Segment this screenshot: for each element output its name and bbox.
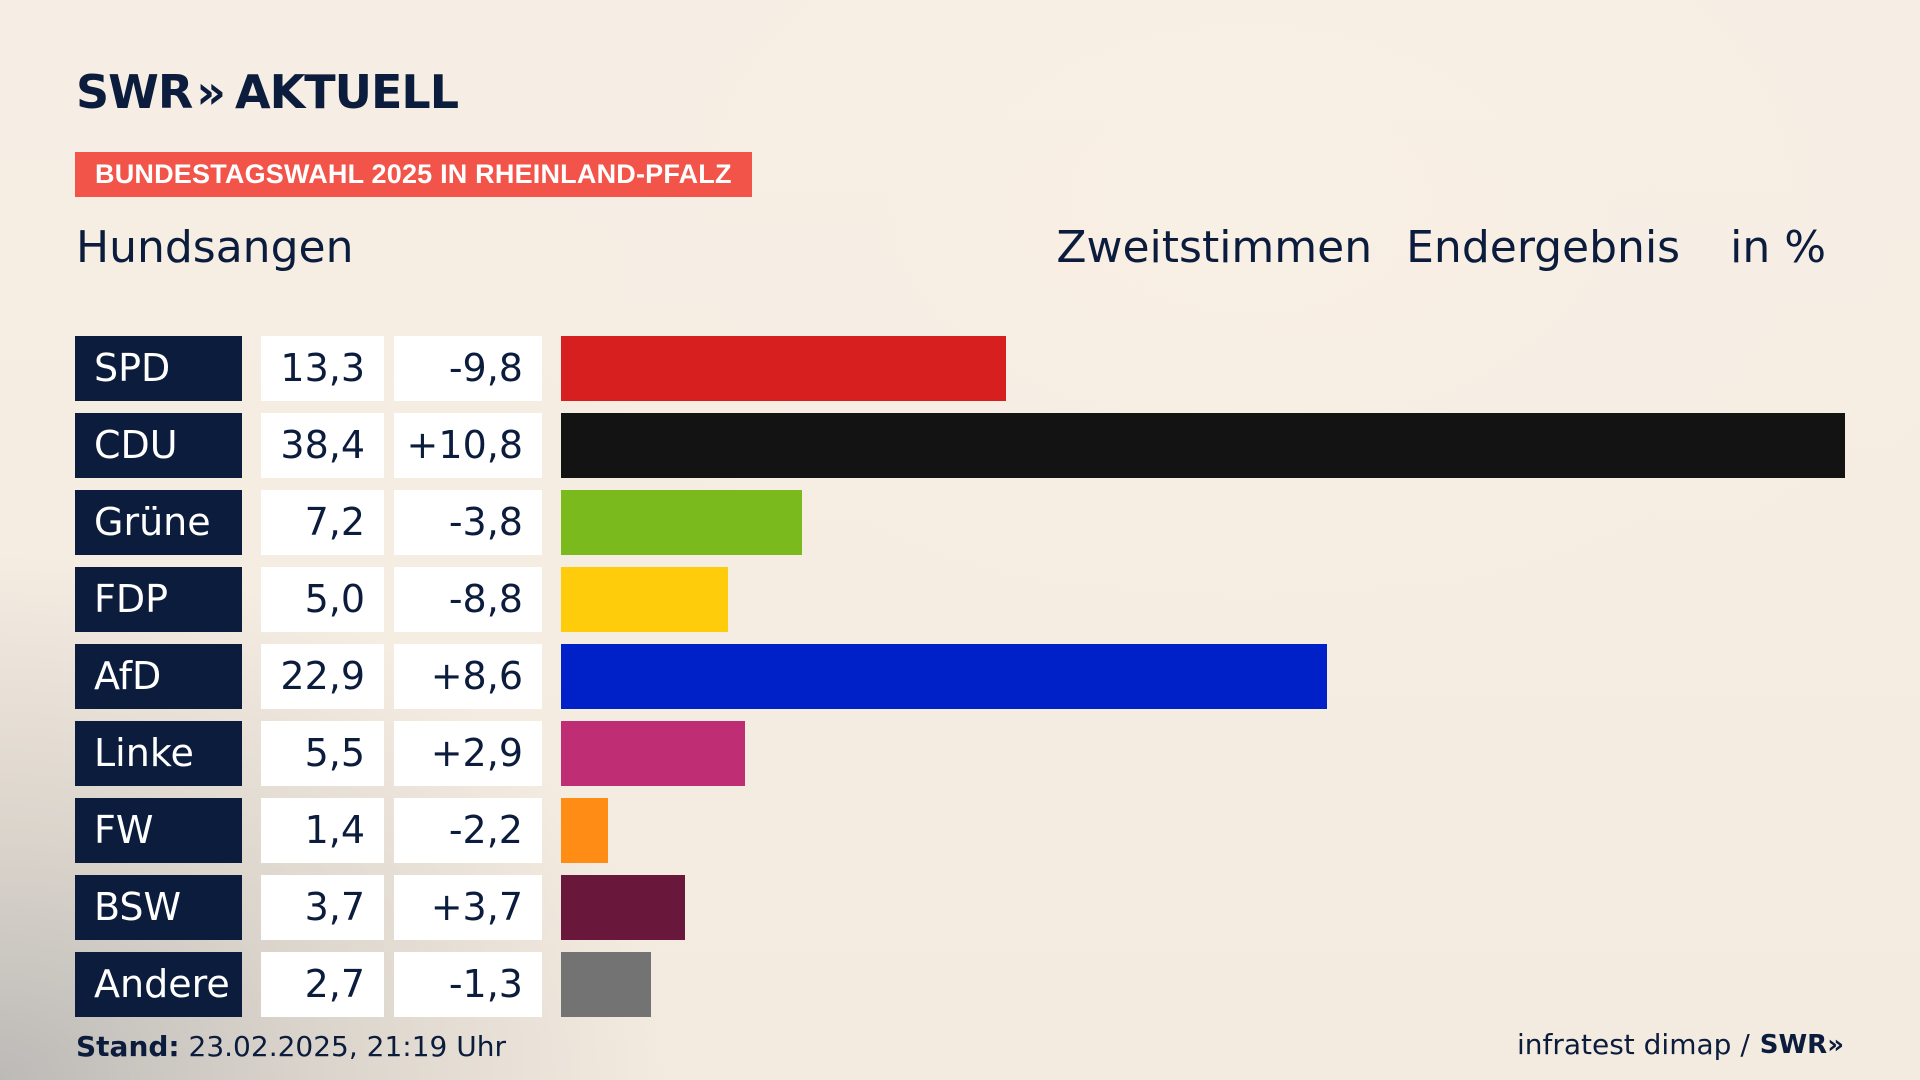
result-bar — [561, 952, 651, 1017]
logo-aktuell: AKTUELL — [235, 65, 459, 119]
party-label: FW — [75, 798, 242, 863]
result-bar — [561, 567, 728, 632]
source-credit: infratest dimap / SWR» — [1517, 1028, 1844, 1061]
vote-share-label: 13,3 — [261, 336, 384, 401]
stand-label: Stand: — [76, 1030, 180, 1063]
result-row: Andere 2,7 -1,3 — [75, 952, 1845, 1017]
swr-aktuell-logo: SWR » AKTUELL — [76, 65, 459, 119]
change-label: +10,8 — [394, 413, 542, 478]
party-label: CDU — [75, 413, 242, 478]
change-label: -2,2 — [394, 798, 542, 863]
vote-share-label: 3,7 — [261, 875, 384, 940]
source-text: infratest dimap / — [1516, 1028, 1750, 1061]
party-label: Andere — [75, 952, 242, 1017]
party-label: SPD — [75, 336, 242, 401]
result-row: Linke 5,5 +2,9 — [75, 721, 1845, 786]
logo-swr: SWR — [76, 65, 193, 119]
party-label: Grüne — [75, 490, 242, 555]
result-bar — [561, 798, 608, 863]
vote-share-label: 22,9 — [261, 644, 384, 709]
timestamp: Stand: 23.02.2025, 21:19 Uhr — [76, 1030, 506, 1063]
stand-value: 23.02.2025, 21:19 Uhr — [188, 1030, 506, 1063]
party-label: Linke — [75, 721, 242, 786]
result-bar — [561, 490, 802, 555]
vote-type-label: Zweitstimmen — [1056, 222, 1373, 273]
vote-share-label: 1,4 — [261, 798, 384, 863]
vote-share-label: 5,0 — [261, 567, 384, 632]
result-bar — [561, 644, 1327, 709]
result-row: FDP 5,0 -8,8 — [75, 567, 1845, 632]
party-label: FDP — [75, 567, 242, 632]
logo-chevrons-icon: » — [196, 65, 226, 119]
result-bar — [561, 336, 1006, 401]
result-type-label: Endergebnis — [1406, 222, 1681, 273]
unit-label: in % — [1730, 222, 1826, 273]
result-bar — [561, 413, 1845, 478]
change-label: -1,3 — [394, 952, 542, 1017]
vote-share-label: 38,4 — [261, 413, 384, 478]
change-label: -8,8 — [394, 567, 542, 632]
party-label: AfD — [75, 644, 242, 709]
result-row: BSW 3,7 +3,7 — [75, 875, 1845, 940]
result-row: Grüne 7,2 -3,8 — [75, 490, 1845, 555]
change-label: +8,6 — [394, 644, 542, 709]
vote-share-label: 5,5 — [261, 721, 384, 786]
change-label: -3,8 — [394, 490, 542, 555]
result-row: SPD 13,3 -9,8 — [75, 336, 1845, 401]
change-label: +3,7 — [394, 875, 542, 940]
result-header: Zweitstimmen Endergebnis in % — [1056, 222, 1826, 273]
result-row: AfD 22,9 +8,6 — [75, 644, 1845, 709]
change-label: +2,9 — [394, 721, 542, 786]
change-label: -9,8 — [394, 336, 542, 401]
region-title: Hundsangen — [76, 222, 354, 273]
election-badge: BUNDESTAGSWAHL 2025 IN RHEINLAND-PFALZ — [75, 152, 752, 197]
vote-share-label: 7,2 — [261, 490, 384, 555]
swr-small-logo: SWR» — [1759, 1029, 1844, 1060]
result-bar — [561, 721, 745, 786]
party-label: BSW — [75, 875, 242, 940]
result-row: CDU 38,4 +10,8 — [75, 413, 1845, 478]
vote-share-label: 2,7 — [261, 952, 384, 1017]
result-row: FW 1,4 -2,2 — [75, 798, 1845, 863]
result-bar — [561, 875, 685, 940]
